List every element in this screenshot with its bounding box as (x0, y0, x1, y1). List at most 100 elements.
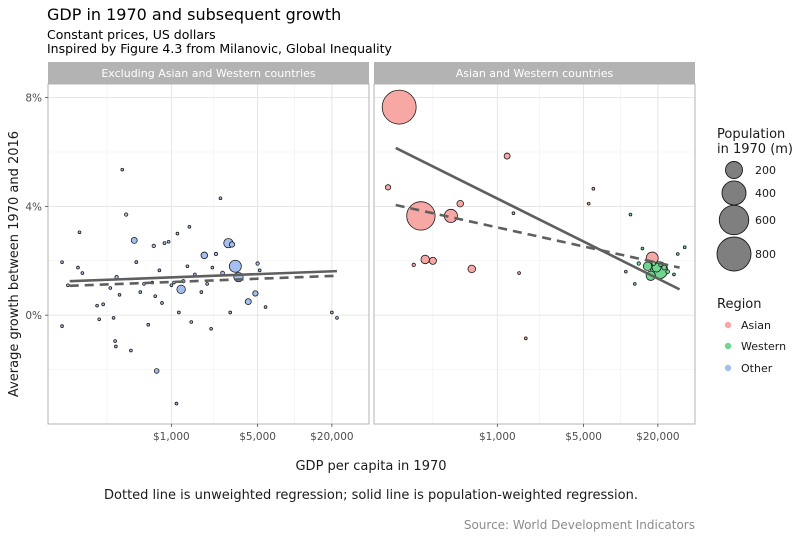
chart-subtitle-line-1: Constant prices, US dollars (47, 27, 216, 42)
size-legend-title-line-2: in 1970 (m) (717, 142, 793, 157)
size-legend-label: 400 (755, 187, 776, 200)
x-tick-label: $5,000 (565, 431, 602, 443)
color-legend-label: Western (741, 340, 786, 353)
data-point (146, 322, 151, 327)
chart-subtitle-line-2: Inspired by Figure 4.3 from Milanovic, G… (47, 41, 393, 56)
data-point (151, 243, 156, 248)
data-point (682, 245, 687, 250)
source-note: Source: World Development Indicators (464, 518, 695, 532)
panel-asian-western: Asian and Western countries $1,000 $5,000 $… (373, 62, 696, 443)
y-tick-label: 0% (25, 310, 42, 322)
data-point (263, 305, 268, 309)
color-legend-label: Asian (741, 319, 771, 332)
data-point (411, 262, 416, 267)
data-point (467, 264, 476, 274)
data-point (244, 298, 252, 306)
data-point (228, 259, 242, 273)
data-point (213, 251, 219, 257)
x-tick-label: $20,000 (636, 431, 679, 443)
data-point (114, 344, 118, 349)
data-point (80, 271, 85, 275)
data-point (255, 261, 260, 266)
data-point (177, 310, 181, 315)
data-point (111, 316, 116, 320)
data-point (675, 252, 680, 256)
facet-strip (48, 62, 369, 84)
data-point (381, 89, 417, 125)
chart-title: GDP in 1970 and subsequent growth (47, 5, 341, 24)
data-point (672, 272, 676, 277)
data-point (628, 212, 633, 217)
x-tick-label: $20,000 (310, 431, 353, 443)
y-tick-label: 4% (25, 201, 42, 213)
data-point (523, 336, 528, 341)
data-point (176, 284, 186, 295)
data-point (406, 201, 436, 231)
size-legend-circle (718, 204, 750, 236)
data-point (124, 212, 129, 217)
size-legend-label: 800 (755, 248, 776, 261)
data-point (120, 167, 125, 172)
color-legend-items: Asian Western Other (724, 319, 786, 375)
data-point (60, 260, 64, 264)
data-point (160, 301, 164, 305)
x-axis-label: GDP per capita in 1970 (295, 459, 446, 474)
data-point (185, 264, 190, 269)
data-point (76, 265, 80, 270)
size-legend-label: 200 (755, 164, 776, 177)
data-point (153, 368, 160, 374)
data-point (632, 282, 637, 286)
x-tick-label: $1,000 (153, 431, 190, 443)
legend: Population in 1970 (m) 200 400 600 800 Regi… (716, 127, 793, 375)
weighted-regression-line (69, 269, 338, 283)
data-point (252, 290, 259, 297)
data-point (174, 401, 179, 406)
data-point (665, 269, 670, 274)
size-legend-items: 200 400 600 800 (716, 161, 776, 272)
data-point (199, 290, 204, 294)
color-legend-key (724, 321, 732, 329)
data-point (640, 246, 645, 251)
data-point (228, 241, 236, 248)
data-point (228, 310, 233, 315)
data-point (200, 251, 209, 260)
data-point (108, 286, 113, 290)
data-point (456, 199, 464, 208)
color-legend-label: Other (741, 362, 773, 375)
panel-border (373, 83, 696, 425)
data-point (257, 268, 262, 273)
data-point (166, 239, 171, 244)
data-point (169, 283, 174, 288)
data-point (591, 186, 596, 191)
data-point (503, 152, 511, 160)
data-point (517, 271, 521, 275)
facet-strip-label: Asian and Western countries (456, 67, 614, 80)
data-point (117, 292, 122, 297)
size-legend-circle (721, 180, 747, 206)
data-point (661, 264, 667, 271)
data-point (511, 211, 516, 216)
data-point (175, 231, 180, 236)
y-tick-label: 8% (25, 93, 42, 105)
facet-strip (374, 62, 695, 84)
color-legend-key (724, 364, 732, 372)
data-point (101, 302, 105, 307)
data-point (157, 268, 162, 273)
data-point (66, 283, 70, 288)
color-legend-key (724, 342, 732, 350)
data-point (330, 310, 334, 315)
data-point (129, 348, 133, 353)
chart-caption: Dotted line is unweighted regression; so… (104, 488, 638, 503)
facet-strip-label: Excluding Asian and Western countries (101, 67, 316, 80)
data-point (189, 320, 194, 324)
data-point (586, 201, 591, 206)
size-legend-circle (716, 236, 752, 272)
data-point (642, 261, 653, 271)
data-point (97, 317, 101, 322)
data-point (134, 260, 139, 265)
y-axis-label: Average growth between 1970 and 2016 (7, 131, 22, 397)
data-point (113, 339, 117, 343)
unweighted-regression-line (395, 203, 680, 269)
size-legend-title-line-1: Population (717, 127, 785, 142)
data-point (210, 265, 215, 270)
